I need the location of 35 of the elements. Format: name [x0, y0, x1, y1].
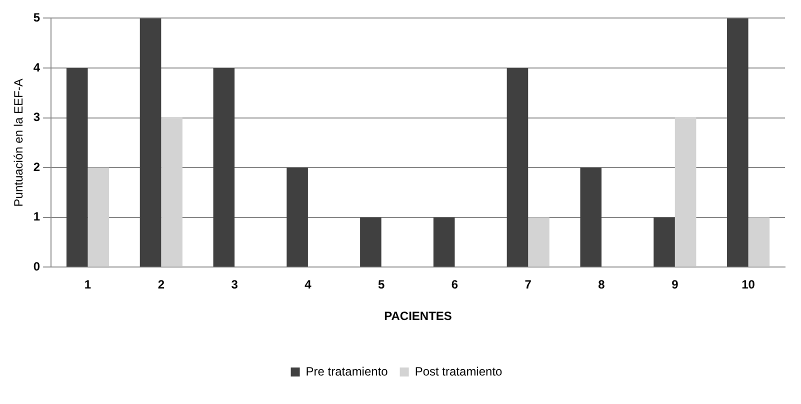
- bar: [161, 118, 182, 267]
- x-tick-label: 2: [158, 278, 165, 292]
- bar: [528, 217, 550, 267]
- bar: [66, 68, 88, 267]
- bar: [674, 118, 696, 267]
- x-tick-label: 9: [672, 278, 679, 292]
- x-tick-label: 10: [742, 278, 756, 292]
- x-tick-label: 1: [84, 278, 92, 292]
- bar: [506, 68, 528, 267]
- legend-label: Pre tratamiento: [306, 364, 388, 378]
- bar: [213, 68, 235, 267]
- bar: [654, 217, 675, 267]
- bar: [748, 217, 770, 267]
- x-tick-label: 3: [231, 278, 238, 292]
- bar: [286, 168, 308, 267]
- bar: [140, 18, 162, 267]
- y-tick-label: 1: [33, 210, 40, 224]
- x-tick-label: 7: [524, 278, 532, 292]
- x-tick-label: 5: [378, 278, 385, 292]
- y-tick-label: 3: [33, 110, 40, 124]
- y-tick-label: 0: [33, 260, 40, 274]
- x-tick-label: 4: [304, 278, 312, 292]
- bar: [88, 168, 110, 267]
- bar: [580, 168, 602, 267]
- bar: [360, 217, 382, 267]
- x-tick-label: 8: [598, 278, 606, 292]
- x-tick-label: 6: [451, 278, 458, 292]
- legend-label: Post tratamiento: [414, 364, 503, 378]
- y-axis-title: Puntuación en la EEF-A: [12, 78, 26, 207]
- y-tick-label: 4: [33, 60, 40, 74]
- y-tick-label: 5: [33, 10, 40, 25]
- y-tick-label: 2: [33, 160, 40, 174]
- bar: [433, 217, 455, 267]
- x-axis-title: PACIENTES: [384, 309, 452, 324]
- bar: [727, 18, 748, 267]
